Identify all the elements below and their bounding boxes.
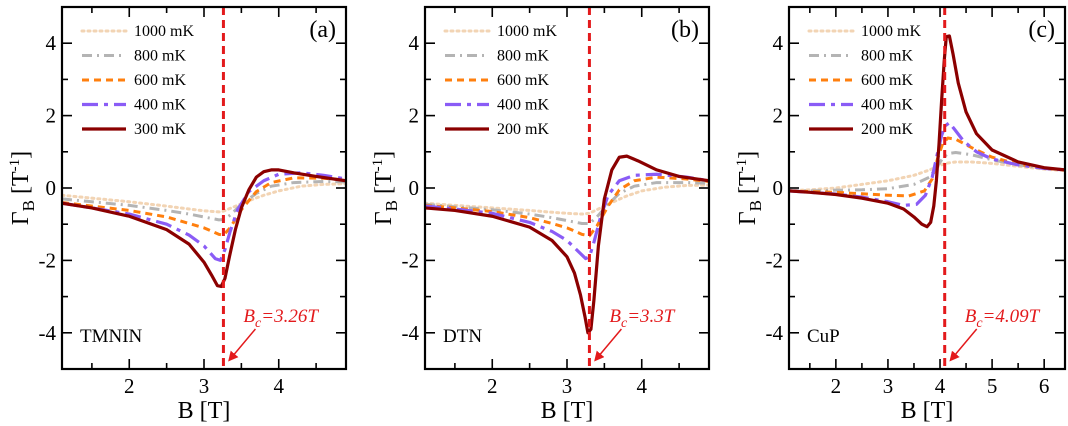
x-tick-label: 2 (831, 374, 842, 398)
x-tick-label: 3 (883, 374, 894, 398)
y-tick-label: 0 (409, 176, 420, 200)
x-tick-label: 4 (935, 374, 946, 398)
legend-label: 400 mK (861, 97, 913, 114)
y-tick-label: -2 (39, 248, 57, 272)
y-tick-label: 2 (409, 104, 420, 128)
series-line-1000-mk (62, 182, 346, 214)
y-tick-label: 0 (773, 176, 784, 200)
x-axis-label: B [T] (178, 398, 231, 424)
legend-label: 600 mK (134, 72, 186, 89)
y-tick-label: -4 (402, 321, 420, 345)
x-tick-label: 3 (199, 374, 210, 398)
x-tick-label: 6 (1039, 374, 1050, 398)
series-line-400-mk (62, 171, 346, 262)
chart-panel-1: -4 -2 0 2 4 2 3 4 B [T] ΓB [T-1] 1000 mK 800 mK 600 … (7, 5, 348, 424)
y-tick-label: -4 (766, 321, 784, 345)
legend-label: 300 mK (134, 121, 186, 138)
legend-label: 1000 mK (861, 23, 921, 40)
series-line-200-mk (789, 34, 1065, 229)
sample-name: CuP (807, 326, 840, 347)
legend-label: 800 mK (861, 48, 913, 65)
legend-label: 600 mK (497, 72, 549, 89)
y-axis-label: ΓB [T-1] (370, 151, 401, 225)
series-line-800-mk (425, 181, 709, 225)
y-tick-label: -2 (402, 248, 420, 272)
critical-field-label: Bc=3.3T (609, 306, 675, 331)
x-axis-label: B [T] (901, 398, 954, 424)
legend-label: 1000 mK (134, 23, 194, 40)
critical-field-label: Bc=4.09T (965, 306, 1041, 331)
plot-frame (423, 5, 711, 371)
y-tick-label: 4 (409, 31, 420, 55)
sample-name: TMNIN (80, 326, 143, 347)
y-tick-label: 2 (773, 104, 784, 128)
x-tick-label: 2 (124, 374, 135, 398)
y-tick-label: 4 (46, 31, 57, 55)
x-tick-label: 5 (987, 374, 998, 398)
plot-frame (60, 5, 348, 371)
series-line-1000-mk (425, 183, 709, 216)
legend-label: 800 mK (134, 48, 186, 65)
critical-field-label: Bc=3.26T (243, 306, 319, 331)
series-line-300-mk (62, 168, 346, 289)
y-tick-label: 2 (46, 104, 57, 128)
series-line-200-mk (425, 154, 709, 335)
x-tick-label: 4 (636, 374, 647, 398)
legend-label: 800 mK (497, 48, 549, 65)
y-tick-label: 4 (773, 31, 784, 55)
panel-tag: (c) (1028, 17, 1055, 43)
series-group (62, 168, 346, 289)
y-tick-label: 0 (46, 176, 57, 200)
sample-name: DTN (443, 326, 482, 347)
panel-tag: (a) (309, 17, 336, 43)
chart-panel-2: -4 -2 0 2 4 2 3 4 B [T] ΓB [T-1] 1000 mK 800 mK 600 … (370, 5, 711, 424)
legend-label: 200 mK (497, 121, 549, 138)
critical-field-arrow (228, 328, 257, 362)
legend-label: 400 mK (134, 97, 186, 114)
y-axis-label: ΓB [T-1] (7, 151, 38, 225)
legend-label: 1000 mK (497, 23, 557, 40)
critical-field-arrow (949, 328, 978, 362)
x-tick-label: 2 (487, 374, 498, 398)
critical-field-arrow (594, 328, 622, 362)
series-line-600-mk (62, 176, 346, 237)
y-tick-label: -2 (766, 248, 784, 272)
x-tick-label: 3 (562, 374, 573, 398)
series-line-800-mk (789, 151, 1065, 193)
legend-label: 400 mK (497, 97, 549, 114)
plot-frame (787, 5, 1067, 371)
x-axis-label: B [T] (541, 398, 594, 424)
series-line-1000-mk (789, 160, 1065, 193)
y-axis-label: ΓB [T-1] (734, 151, 765, 225)
legend-label: 600 mK (861, 72, 913, 89)
legend-label: 200 mK (861, 121, 913, 138)
y-tick-label: -4 (39, 321, 57, 345)
panel-tag: (b) (671, 17, 699, 43)
chart-panel-3: -4 -2 0 2 4 2 3 4 5 6 B [T] ΓB [T-1] 1000 mK 800 mK 60… (734, 5, 1067, 424)
series-group (789, 34, 1065, 229)
x-tick-label: 4 (273, 374, 284, 398)
